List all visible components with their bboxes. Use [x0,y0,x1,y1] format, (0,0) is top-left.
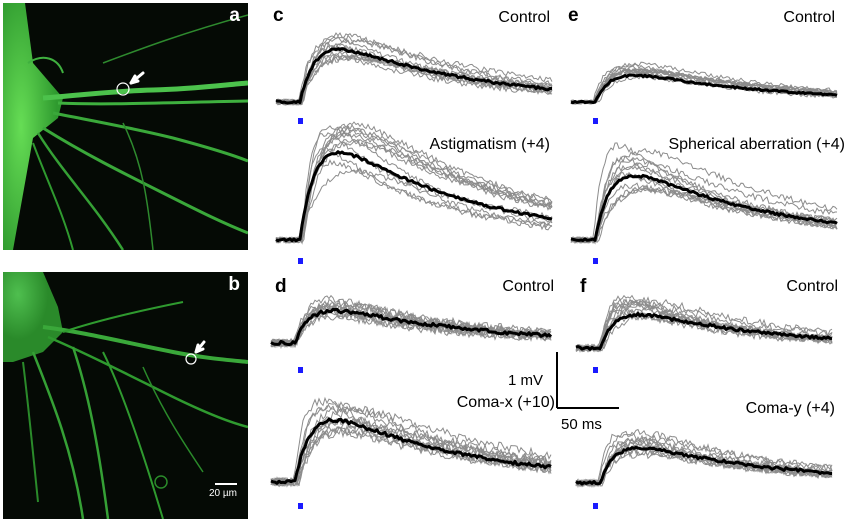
mean-trace [275,150,553,243]
stimulus-marker [593,118,598,124]
individual-trace [275,132,553,245]
panel-label-b: b [228,274,240,295]
individual-trace [270,421,552,488]
individual-trace [275,140,553,244]
mean-trace [570,173,838,242]
micrograph-a: a [3,3,248,250]
individual-trace [570,156,838,244]
individual-trace [570,187,838,244]
trace-panel-f: f Control Coma-y (+4) [570,270,840,520]
individual-trace [270,312,552,347]
condition-label-control: Control [502,278,554,295]
mean-trace [570,73,838,105]
condition-label-control: Control [498,9,550,26]
stimulus-marker [593,258,598,264]
individual-trace [575,444,833,488]
mean-trace [575,445,832,486]
stimulus-marker [298,503,303,509]
mean-trace [270,417,552,485]
traces-c-control [275,32,553,107]
mean-trace [270,307,553,347]
individual-trace [275,129,553,244]
trace-panel-d: d Control Coma-x (+10) [265,270,560,520]
condition-label-control: Control [786,278,838,295]
individual-trace [575,434,833,487]
stimulus-marker [298,118,303,124]
recording-site-circle [185,353,197,365]
traces-d-control [270,294,553,350]
arrow-icon [194,340,206,354]
individual-trace [570,160,837,244]
individual-trace [270,294,552,349]
voltage-scale-label: 1 mV [508,372,544,389]
scale-bar [556,352,619,409]
condition-label-control: Control [783,9,835,26]
condition-label-spherical: Spherical aberration (+4) [668,136,845,153]
traces-c-astigmatism [275,121,553,245]
individual-trace [275,132,553,245]
arrow-icon [129,71,145,85]
individual-trace [275,34,553,106]
panel-label-a: a [229,5,240,26]
mean-trace [575,312,833,351]
traces-f-coma-y [575,428,833,488]
traces-e-control [570,61,838,105]
panel-label-d: d [275,276,287,297]
trace-panel-e: e Control Spherical aberration (+4) [565,5,845,270]
scale-bar-line [215,483,237,485]
recording-site-circle [116,82,130,96]
individual-trace [570,172,838,244]
traces-e-spherical [570,142,838,245]
scale-bar-label: 20 µm [209,488,237,499]
mean-trace [275,47,553,105]
individual-trace [275,159,553,244]
condition-label-astigmatism: Astigmatism (+4) [429,136,550,153]
individual-trace [270,415,552,488]
individual-trace [275,126,553,244]
traces-d-coma-x [270,396,552,488]
trace-panel-c: c Control Astigmatism (+4) [270,5,560,270]
time-scale-label: 50 ms [561,416,602,433]
neuron-image-a [3,3,248,250]
individual-trace [275,125,553,244]
individual-trace [570,182,838,244]
individual-trace [575,300,833,353]
stimulus-marker [593,503,598,509]
individual-trace [575,313,833,353]
panel-label-e: e [568,5,579,26]
individual-trace [275,41,553,107]
individual-trace [270,405,552,488]
condition-label-coma-y: Coma-y (+4) [745,400,835,417]
stimulus-marker [593,367,598,373]
micrograph-b: b 20 µm [3,272,248,519]
individual-trace [570,61,838,105]
condition-label-coma-x: Coma-x (+10) [456,394,555,411]
individual-trace [275,138,553,244]
panel-label-f: f [580,276,587,297]
panel-label-c: c [273,5,284,26]
stimulus-marker [298,367,303,373]
neuron-image-b [3,272,248,519]
traces-f-control [575,294,833,353]
stimulus-marker [298,258,303,264]
individual-trace [270,427,552,487]
individual-trace [570,148,838,244]
individual-trace [275,54,553,106]
